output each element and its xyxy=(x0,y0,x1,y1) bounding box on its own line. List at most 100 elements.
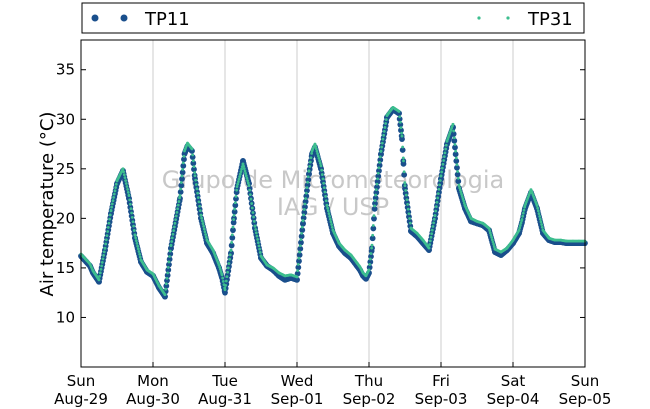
data-point-tp31 xyxy=(306,175,310,179)
data-point-tp11 xyxy=(297,245,304,252)
data-point-tp31 xyxy=(458,188,462,192)
data-point-tp31 xyxy=(226,266,230,270)
watermark-line-1: Grupo de Micrometeorologia xyxy=(162,166,504,194)
data-point-tp31 xyxy=(241,162,245,166)
data-point-tp31 xyxy=(233,207,237,211)
data-point-tp31 xyxy=(221,276,225,280)
data-point-tp31 xyxy=(376,171,380,175)
data-point-tp31 xyxy=(326,209,330,213)
y-tick-label: 20 xyxy=(56,209,75,227)
data-point-tp31 xyxy=(442,159,446,162)
data-point-tp31 xyxy=(518,224,522,227)
data-point-tp31 xyxy=(540,223,544,226)
data-point-tp31 xyxy=(320,168,324,172)
data-point-tp31 xyxy=(432,221,436,225)
data-point-tp11 xyxy=(372,200,378,207)
data-point-tp31 xyxy=(303,202,307,206)
data-point-tp31 xyxy=(539,220,543,224)
data-point-tp31 xyxy=(198,209,202,213)
data-point-tp31 xyxy=(314,147,318,151)
data-point-tp31 xyxy=(100,264,104,268)
data-point-tp11 xyxy=(162,293,168,300)
data-point-tp31 xyxy=(257,244,261,248)
data-point-tp31 xyxy=(538,214,542,218)
data-point-tp31 xyxy=(103,246,107,250)
legend-entry-tp31: TP31 xyxy=(477,9,573,30)
data-point-tp31 xyxy=(122,170,126,174)
data-point-tp31 xyxy=(322,186,326,190)
data-point-tp31 xyxy=(101,257,105,261)
data-point-tp31 xyxy=(308,160,312,164)
x-tick-label-day: Thu xyxy=(354,372,383,390)
data-point-tp31 xyxy=(102,250,106,254)
data-point-tp31 xyxy=(323,190,327,194)
y-tick-label: 30 xyxy=(56,110,75,128)
data-point-tp31 xyxy=(224,283,228,287)
data-point-tp11 xyxy=(401,171,408,178)
data-point-tp11 xyxy=(296,252,303,258)
data-point-tp31 xyxy=(126,188,130,191)
data-point-tp31 xyxy=(492,242,496,246)
data-point-tp31 xyxy=(376,177,380,181)
y-tick-label: 10 xyxy=(56,308,75,326)
data-point-tp31 xyxy=(181,161,185,165)
data-point-tp31 xyxy=(408,221,412,225)
data-point-tp31 xyxy=(191,159,195,163)
data-point-tp31 xyxy=(458,186,462,190)
data-point-tp31 xyxy=(324,194,328,198)
data-point-tp31 xyxy=(434,205,438,209)
data-point-tp11 xyxy=(294,276,300,283)
data-point-tp31 xyxy=(401,145,405,149)
data-point-tp31 xyxy=(133,233,137,237)
data-point-tp31 xyxy=(193,171,197,174)
data-point-tp31 xyxy=(240,167,244,171)
data-point-tp31 xyxy=(192,165,196,169)
data-point-tp31 xyxy=(462,199,466,203)
data-point-tp31 xyxy=(298,244,302,248)
y-tick-label: 15 xyxy=(56,259,75,277)
data-point-tp31 xyxy=(406,207,410,211)
data-point-tp11 xyxy=(230,219,237,226)
data-point-tp31 xyxy=(296,269,300,273)
legend-label-tp31: TP31 xyxy=(527,9,573,30)
data-point-tp31 xyxy=(310,151,314,155)
data-point-tp11 xyxy=(371,215,377,222)
data-point-tp31 xyxy=(434,209,438,213)
data-point-tp31 xyxy=(106,225,110,229)
plot-area xyxy=(81,40,585,367)
data-point-tp31 xyxy=(304,197,308,200)
data-point-tp31 xyxy=(110,202,114,206)
data-point-tp11 xyxy=(177,189,184,195)
data-point-tp31 xyxy=(174,214,178,218)
data-point-tp31 xyxy=(370,246,374,250)
data-point-tp31 xyxy=(229,248,233,252)
data-point-tp11 xyxy=(181,156,187,163)
data-point-tp31 xyxy=(322,181,326,185)
data-point-tp31 xyxy=(220,273,224,277)
data-point-tp31 xyxy=(135,241,139,245)
data-point-tp31 xyxy=(243,169,247,173)
data-point-tp31 xyxy=(167,260,171,264)
data-point-tp11 xyxy=(399,147,406,153)
data-point-tp31 xyxy=(330,223,334,226)
x-axis: SunAug-29MonAug-30TueAug-31WedSep-01ThuS… xyxy=(54,362,611,408)
watermark-line-2: IAG / USP xyxy=(277,193,389,221)
data-point-tp31 xyxy=(136,247,140,251)
data-point-tp31 xyxy=(381,137,385,141)
data-point-tp31 xyxy=(172,225,176,229)
data-point-tp31 xyxy=(232,213,236,217)
watermark: Grupo de Micrometeorologia IAG / USP xyxy=(162,166,504,221)
data-point-tp31 xyxy=(438,183,442,187)
data-point-tp31 xyxy=(398,120,402,124)
data-point-tp31 xyxy=(521,211,525,215)
data-point-tp31 xyxy=(537,212,541,216)
data-point-tp31 xyxy=(236,180,240,184)
data-point-tp31 xyxy=(404,193,408,197)
data-point-tp31 xyxy=(176,207,180,211)
data-point-tp31 xyxy=(430,228,434,232)
data-point-tp31 xyxy=(403,181,407,185)
data-point-tp31 xyxy=(235,185,239,189)
data-point-tp11 xyxy=(369,235,376,242)
data-point-tp31 xyxy=(438,179,442,182)
data-point-tp31 xyxy=(100,260,104,264)
